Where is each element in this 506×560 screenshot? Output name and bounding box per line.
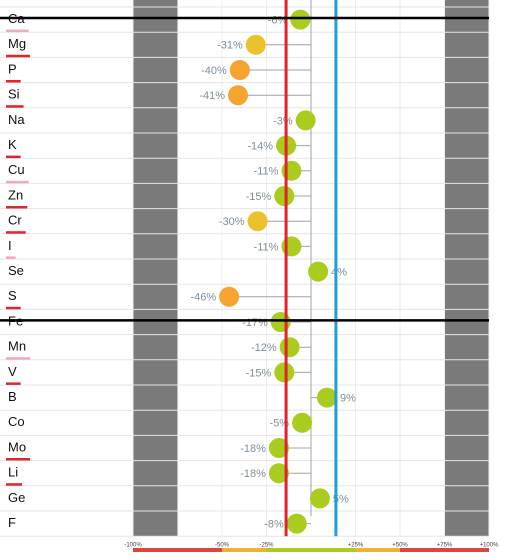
category-label: Co <box>8 414 25 429</box>
category-label: Se <box>8 263 24 278</box>
x-tick-label: +100% <box>480 543 500 549</box>
dot <box>219 286 240 307</box>
label-underline <box>6 80 21 83</box>
value-label: -12% <box>251 342 277 354</box>
label-underline <box>6 256 16 259</box>
dot <box>274 362 295 383</box>
category-label: I <box>8 238 12 253</box>
category-label: Mn <box>8 339 26 354</box>
label-underline <box>6 180 29 184</box>
label-underline <box>6 105 24 108</box>
dot <box>247 211 268 232</box>
dot <box>270 312 291 332</box>
category-label: Li <box>8 465 18 480</box>
x-tick-label: -25% <box>259 543 274 549</box>
label-underline <box>6 458 31 461</box>
value-label: -6% <box>268 15 288 27</box>
value-label: -17% <box>242 317 268 329</box>
value-label: -18% <box>240 468 266 480</box>
category-label: Cr <box>8 213 22 228</box>
category-label: Zn <box>8 187 23 202</box>
value-label: -15% <box>246 367 272 379</box>
color-band <box>400 548 489 552</box>
dot <box>228 85 249 106</box>
shaded-range <box>444 0 489 537</box>
dot <box>274 186 295 206</box>
x-tick-label: +25% <box>348 543 364 549</box>
dot <box>317 387 338 408</box>
dot <box>292 412 313 433</box>
color-band <box>355 548 400 552</box>
value-label: -31% <box>217 40 243 52</box>
value-label: -41% <box>199 90 225 102</box>
label-underline <box>6 483 23 486</box>
category-label: P <box>8 61 17 76</box>
dot <box>286 513 307 534</box>
value-label: -14% <box>247 141 273 153</box>
category-label: B <box>8 389 17 404</box>
dot <box>290 9 311 30</box>
shaded-range <box>133 0 178 537</box>
label-underline <box>6 155 21 159</box>
label-underline <box>6 382 21 385</box>
label-underline <box>6 306 21 310</box>
value-label: 9% <box>340 393 356 405</box>
dot <box>309 488 330 509</box>
color-band <box>266 548 356 552</box>
x-tick-label: +50% <box>392 543 408 549</box>
value-label: 4% <box>331 267 347 279</box>
color-band <box>222 548 267 552</box>
label-underline <box>6 231 26 234</box>
value-label: -11% <box>254 241 279 253</box>
category-label: Si <box>8 87 20 102</box>
value-label: -30% <box>219 216 245 228</box>
x-tick-label: -100% <box>124 543 142 549</box>
category-label: Ge <box>8 490 25 505</box>
category-label: K <box>8 137 17 152</box>
dot <box>268 463 289 484</box>
value-label: -5% <box>270 418 290 430</box>
dot <box>229 60 250 80</box>
value-label: -8% <box>264 519 284 531</box>
dot <box>245 34 266 55</box>
dot <box>281 236 302 257</box>
value-label: -40% <box>201 65 227 77</box>
dot <box>279 337 300 358</box>
label-underline <box>6 29 29 33</box>
color-band <box>133 548 222 552</box>
category-label: Mo <box>8 439 26 454</box>
category-label: F <box>8 515 16 530</box>
value-label: -11% <box>254 166 279 178</box>
category-label: Cu <box>8 162 25 177</box>
value-label: -46% <box>190 292 216 304</box>
label-underline <box>6 54 31 58</box>
dot <box>281 160 302 181</box>
dot <box>295 110 316 131</box>
value-label: -18% <box>240 443 266 455</box>
value-label: -3% <box>273 115 293 127</box>
category-label: Mg <box>8 36 26 51</box>
category-label: S <box>8 288 17 303</box>
x-tick-label: -50% <box>215 543 230 549</box>
category-label: Na <box>8 112 25 127</box>
x-tick-label: +75% <box>437 543 453 549</box>
dot <box>308 261 329 282</box>
category-label: V <box>8 364 17 379</box>
label-underline <box>6 206 28 209</box>
label-underline <box>6 357 31 360</box>
dot <box>268 438 289 458</box>
value-label: -15% <box>246 191 272 203</box>
